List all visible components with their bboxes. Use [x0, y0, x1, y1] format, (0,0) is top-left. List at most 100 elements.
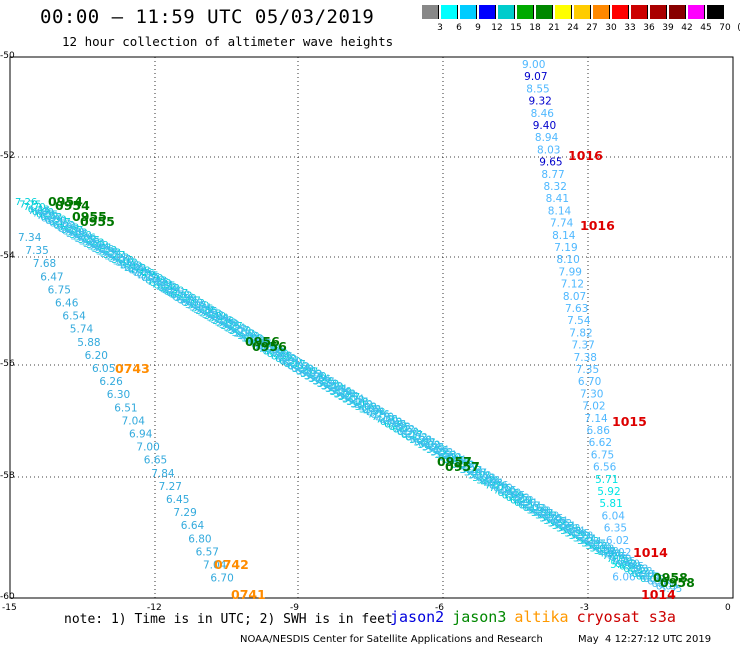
wave-height-value: 6.02	[53, 220, 75, 231]
wave-height-value: 6.30	[162, 286, 184, 297]
wave-height-value: 5.18	[111, 255, 133, 266]
wave-height-value: 5.70	[539, 513, 561, 524]
wave-height-value: 5.81	[599, 498, 622, 510]
wave-height-value: 5.61	[554, 521, 576, 532]
wave-height-value: 5.99	[409, 435, 431, 446]
wave-height-value: 6.21	[652, 579, 674, 590]
wave-height-value: 7.02	[582, 401, 605, 413]
wave-height-value: 4.81	[363, 406, 385, 417]
pass-time-label: 1016	[568, 148, 603, 163]
wave-height-value: 5.74	[70, 324, 94, 336]
wave-height-value: 6.43	[615, 559, 637, 570]
wave-height-value: 7.34	[18, 232, 42, 244]
color-scale-label: 33	[624, 23, 636, 33]
wave-height-value: 6.17	[49, 217, 71, 228]
pass-time-label: 1014	[641, 587, 676, 602]
wave-height-value: 7.22	[274, 353, 296, 364]
wave-height-value: 5.21	[338, 391, 360, 402]
wave-height-value: 6.21	[533, 508, 555, 519]
wave-height-value: 6.52	[524, 503, 546, 514]
wave-height-value: 5.12	[468, 470, 490, 481]
wave-height-value: 5.41	[325, 384, 347, 395]
wave-height-value: 6.06	[612, 571, 636, 583]
wave-height-value: 4.88	[478, 475, 500, 486]
pass-time-label: 0954	[48, 194, 83, 209]
wave-height-value: 5.55	[313, 377, 335, 388]
wave-height-value: 5.88	[77, 337, 100, 349]
wave-height-value: 5.61	[316, 379, 338, 390]
wave-height-value: 5.02	[359, 404, 381, 415]
wave-height-value: 5.41	[443, 455, 465, 466]
wave-height-value: 5.36	[329, 386, 351, 397]
wave-height-value: 8.32	[544, 181, 567, 193]
wave-height-value: 7.75	[137, 270, 159, 281]
wave-height-value: 6.09	[299, 368, 321, 379]
wave-height-value: 5.28	[96, 247, 118, 258]
wave-height-value: 5.95	[660, 584, 682, 595]
wave-height-value: 5.66	[426, 445, 448, 456]
wave-height-value: 6.54	[62, 311, 86, 323]
pass-time-label: 1015	[612, 414, 647, 429]
wave-height-value: 6.38	[291, 363, 313, 374]
wave-height-value: 9.40	[533, 120, 556, 132]
color-scale-label: 6	[456, 23, 462, 33]
wave-height-value: 6.04	[602, 510, 626, 522]
page-title: 00:00 – 11:59 UTC 05/03/2019	[40, 6, 375, 28]
wave-height-value: 5.41	[560, 526, 582, 537]
wave-height-value: 5.07	[346, 396, 368, 407]
pass-time-label: 1014	[633, 545, 668, 560]
wave-height-value: 6.89	[502, 491, 524, 502]
wave-height-value: 7.04	[203, 560, 227, 572]
wave-height-value: 7.26	[132, 268, 154, 279]
wave-height-value: 6.42	[275, 354, 297, 365]
latitude-label: -60	[0, 592, 15, 602]
wave-height-value: 5.49	[204, 311, 226, 322]
wave-height-value: 6.52	[643, 574, 665, 585]
wave-height-value: 7.35	[576, 364, 599, 376]
pass-time-label: 0955	[80, 214, 115, 229]
wave-height-value: 7.43	[507, 493, 529, 504]
legend-item: altika	[514, 608, 569, 626]
wave-height-value: 6.02	[523, 503, 545, 514]
legend-item: jason2	[390, 608, 445, 626]
wave-height-value: 5.09	[472, 473, 494, 484]
wave-height-value: 7.70	[611, 556, 633, 567]
wave-height-value: 5.14	[104, 252, 126, 263]
wave-height-value: 5.18	[229, 326, 251, 337]
wave-height-value: 4.76	[130, 267, 152, 278]
wave-height-value: 8.07	[563, 291, 586, 303]
wave-height-value: 5.44	[206, 313, 228, 324]
wave-height-value: 5.07	[227, 325, 249, 336]
wave-height-value: 8.55	[526, 83, 549, 95]
wave-height-value: 8.94	[535, 132, 559, 144]
wave-height-value: 7.75	[489, 483, 511, 494]
wave-height-value: 5.02	[476, 475, 498, 486]
wave-height-value: 4.76	[486, 480, 508, 491]
color-swatch	[460, 5, 477, 19]
wave-height-value: 7.75	[372, 412, 394, 423]
wave-height-value: 6.91	[278, 356, 300, 367]
wave-height-value: 7.35	[25, 245, 48, 257]
wave-height-value: 6.38	[410, 434, 432, 445]
wave-height-value: 5.84	[427, 444, 449, 455]
wave-height-value: 6.05	[92, 363, 115, 375]
wave-height-value: 6.52	[287, 361, 309, 372]
wave-height-value: 6.75	[591, 449, 614, 461]
wave-height-value: 5.33	[334, 389, 356, 400]
wave-height-value: 5.52	[83, 239, 105, 250]
wave-height-value: 6.02	[170, 291, 192, 302]
wave-height-value: 5.66	[191, 303, 213, 314]
wave-height-value: 5.36	[210, 315, 232, 326]
wave-height-value: 6.62	[589, 437, 612, 449]
legend-item: jason3	[452, 608, 507, 626]
generated-timestamp: May 4 12:27:12 UTC 2019	[578, 634, 712, 645]
wave-height-value: 5.21	[100, 249, 122, 260]
wave-height-value: 5.95	[66, 229, 88, 240]
wave-height-value: 6.91	[635, 569, 657, 580]
wave-height-value: 6.70	[578, 376, 601, 388]
wave-height-value: 5.27	[455, 463, 477, 474]
wave-height-value: 5.27	[338, 392, 360, 403]
wave-height-value: 5.00	[588, 541, 610, 552]
wave-height-value: 7.74	[550, 218, 574, 230]
wave-height-value: 7.27	[159, 481, 182, 493]
